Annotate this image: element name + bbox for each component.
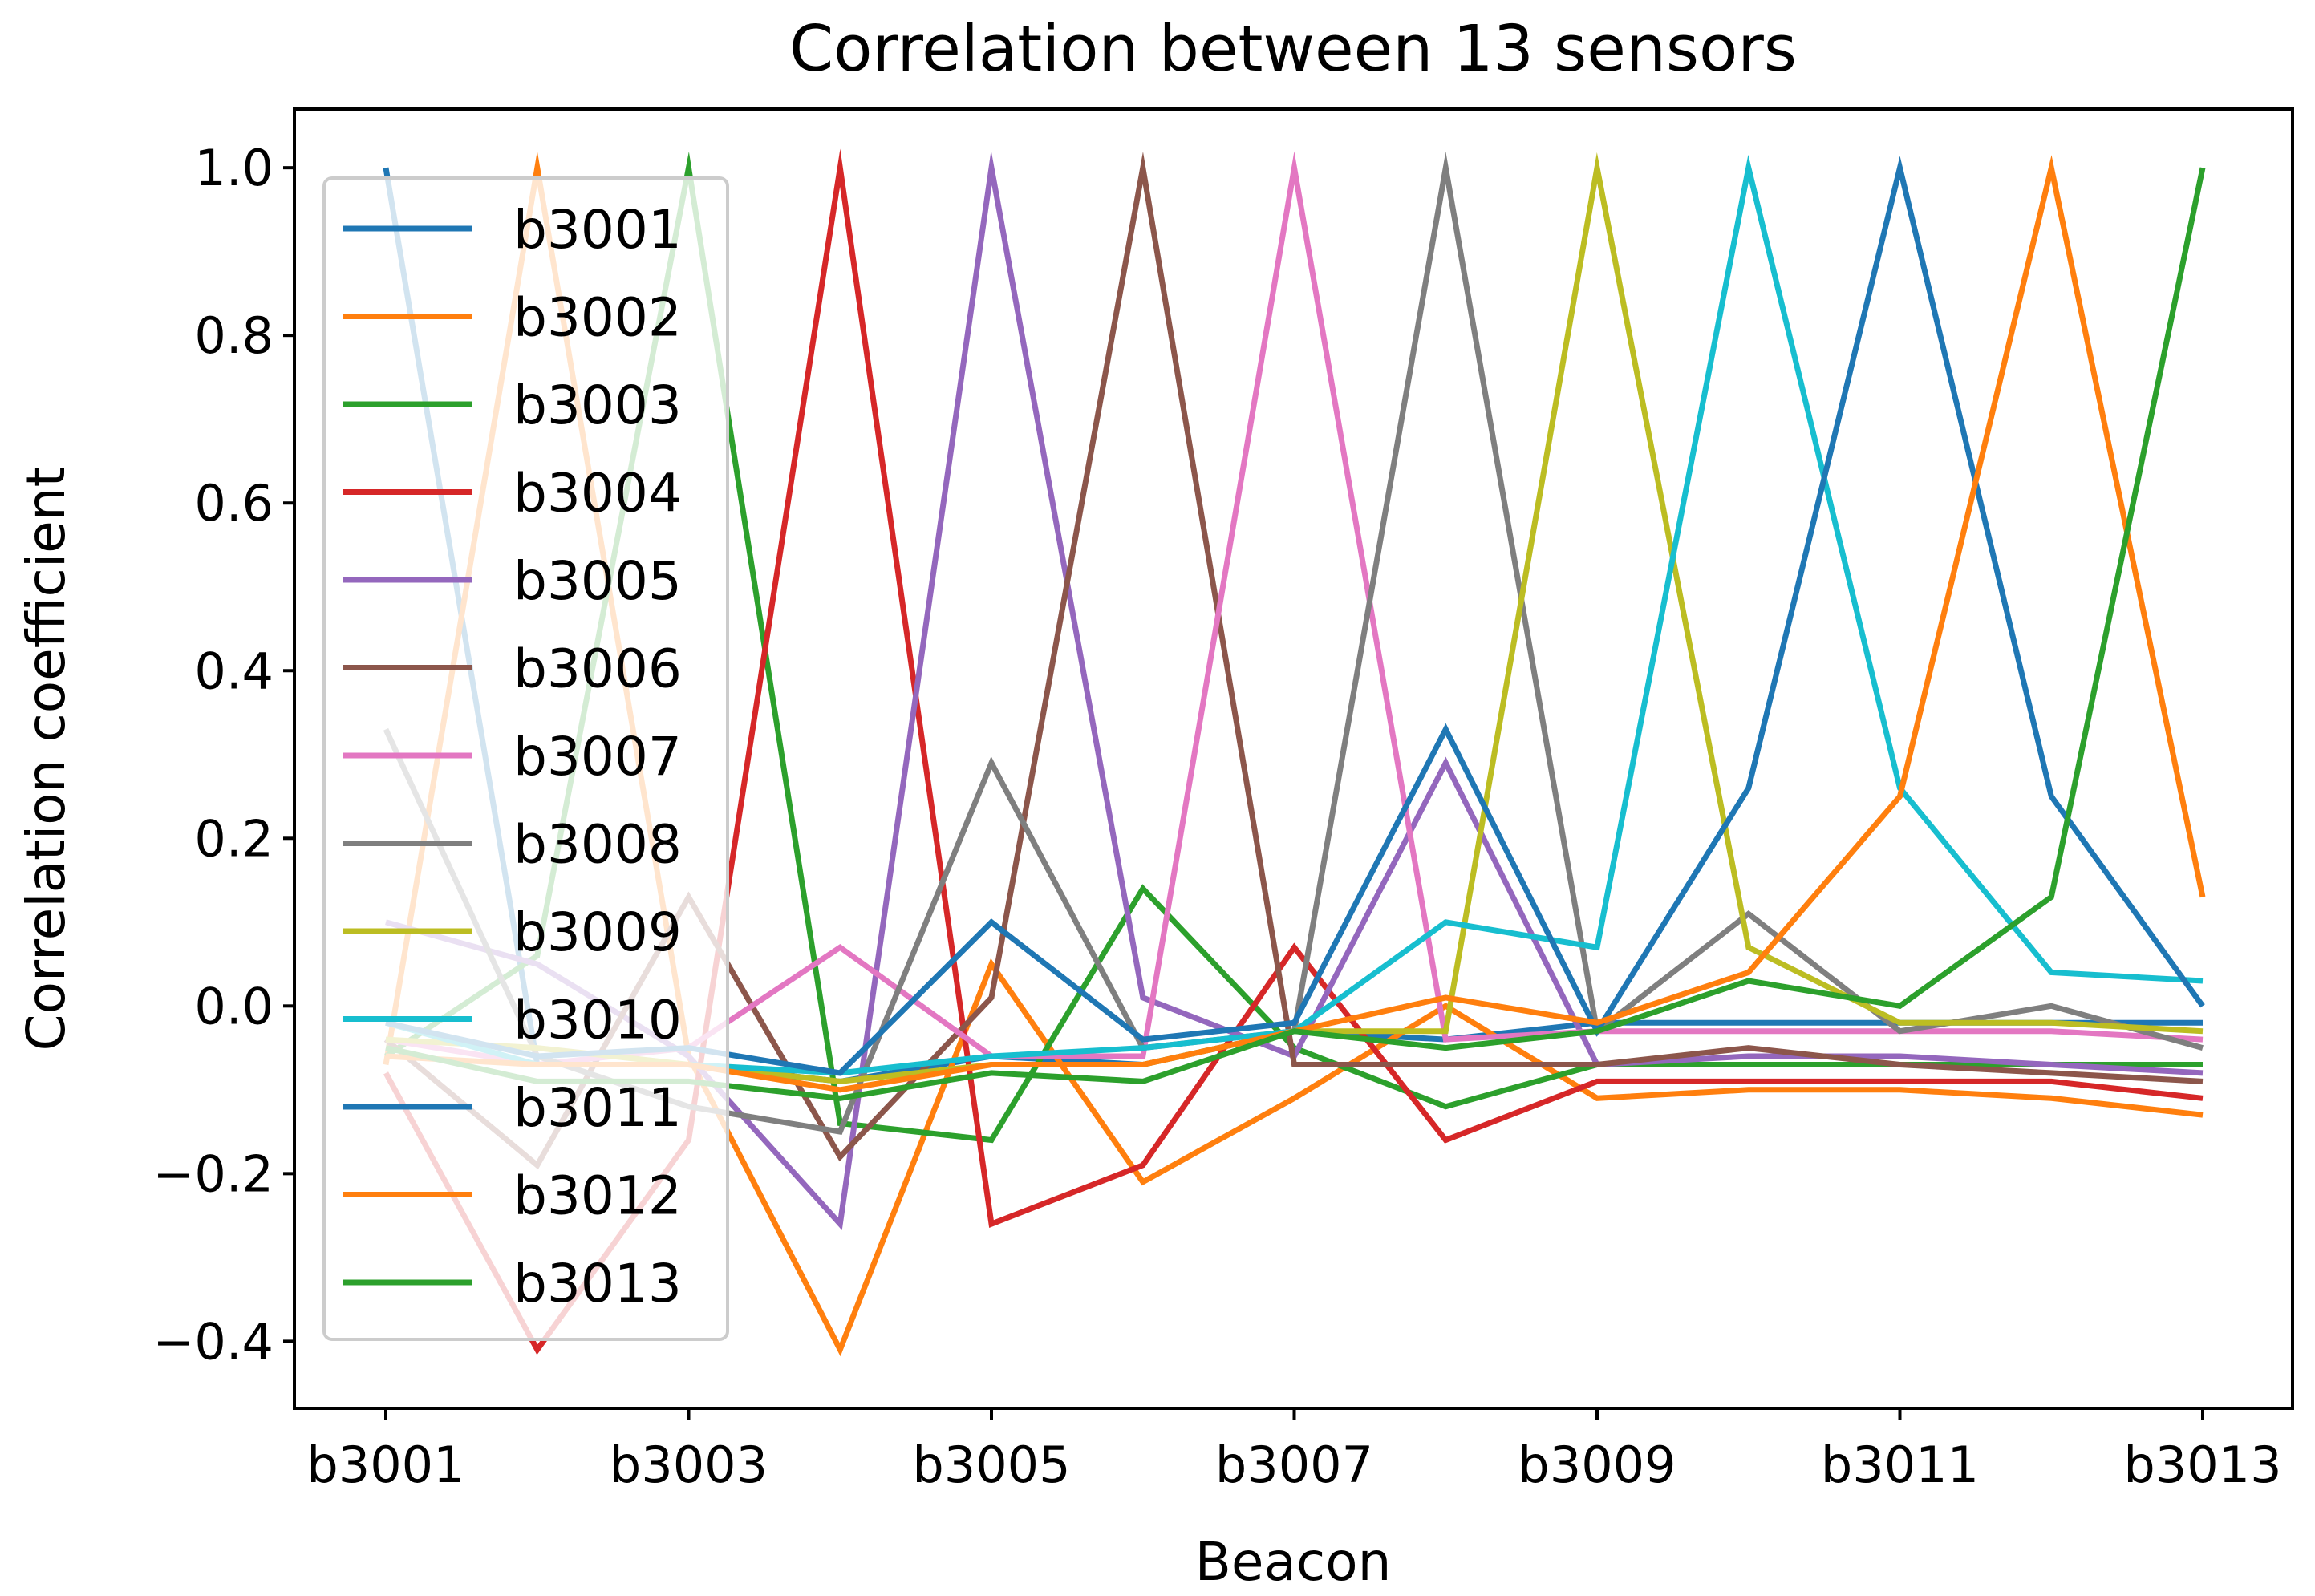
legend-label-b3005: b3005 — [513, 550, 682, 612]
chart-title: Correlation between 13 sensors — [789, 12, 1797, 86]
legend-label-b3008: b3008 — [513, 814, 682, 876]
legend-label-b3009: b3009 — [513, 901, 682, 963]
legend-label-b3001: b3001 — [513, 199, 682, 261]
plot-area-frame — [293, 107, 2294, 1410]
y-tick-label: 1.0 — [194, 139, 274, 197]
y-tick-label: 0.2 — [194, 809, 274, 868]
x-tick-label: b3013 — [2123, 1436, 2281, 1494]
x-tick-label: b3009 — [1518, 1436, 1676, 1494]
y-tick-label: 0.4 — [194, 642, 274, 700]
x-axis-label: Beacon — [1195, 1531, 1392, 1593]
y-tick-label: −0.4 — [152, 1312, 274, 1371]
y-tick-label: −0.2 — [152, 1144, 274, 1203]
legend-label-b3012: b3012 — [513, 1165, 682, 1227]
legend-label-b3002: b3002 — [513, 287, 682, 349]
legend-label-b3010: b3010 — [513, 990, 682, 1051]
legend-label-b3003: b3003 — [513, 375, 682, 436]
x-tick-label: b3001 — [306, 1436, 464, 1494]
x-tick-label: b3011 — [1821, 1436, 1979, 1494]
legend: b3001 b3002 b3003 b3004 b3005 b3006 b3007 b3008… — [322, 176, 729, 1341]
legend-label-b3004: b3004 — [513, 463, 682, 525]
x-tick-label: b3007 — [1215, 1436, 1373, 1494]
x-tick-label: b3003 — [610, 1436, 768, 1494]
legend-label-b3006: b3006 — [513, 638, 682, 700]
legend-box — [322, 176, 729, 1341]
y-tick-label: 0.6 — [194, 474, 274, 533]
y-axis-label: Correlation coefficient — [15, 467, 77, 1051]
y-tick-label: 0.8 — [194, 306, 274, 365]
legend-label-b3011: b3011 — [513, 1077, 682, 1139]
legend-label-b3013: b3013 — [513, 1253, 682, 1314]
legend-label-b3007: b3007 — [513, 726, 682, 788]
x-tick-label: b3005 — [912, 1436, 1070, 1494]
y-tick-label: 0.0 — [194, 977, 274, 1035]
